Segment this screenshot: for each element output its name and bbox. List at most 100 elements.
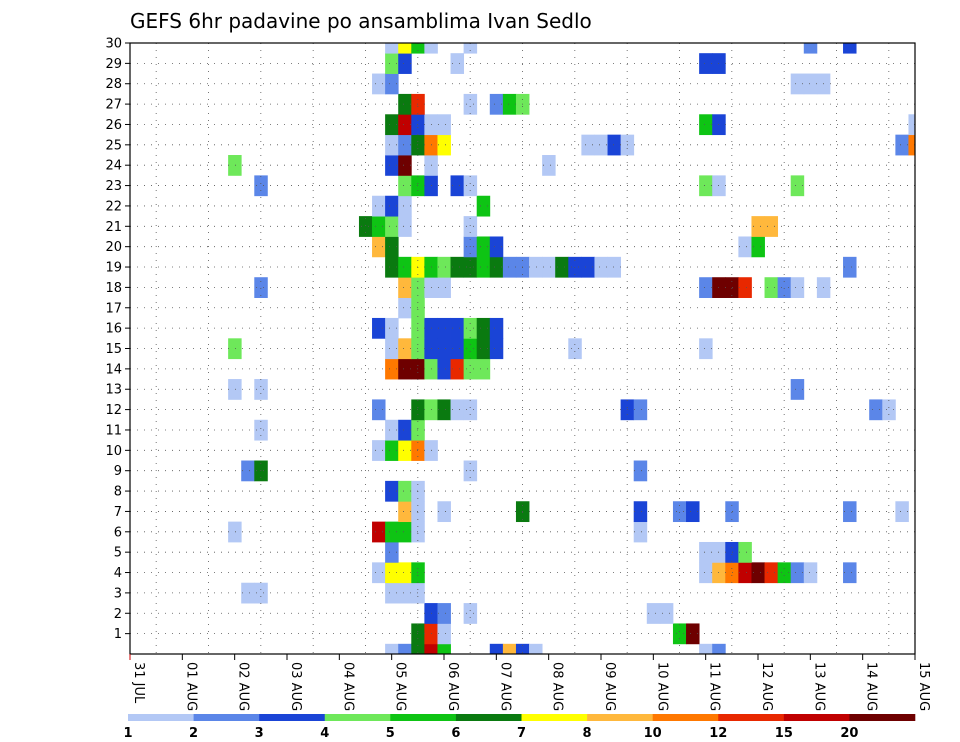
heatmap-cell — [450, 399, 465, 421]
heatmap-cell — [385, 317, 399, 339]
y-tick-label: 9 — [114, 464, 122, 479]
heatmap-cell — [398, 155, 412, 176]
heatmap-cell — [372, 317, 386, 339]
heatmap-cell — [411, 643, 425, 655]
heatmap-cell — [672, 501, 687, 523]
x-tick-label: 13 AUG — [811, 662, 826, 711]
heatmap-cell — [659, 603, 674, 624]
heatmap-cell — [895, 134, 909, 156]
heatmap-cell — [228, 338, 242, 360]
heatmap-cell — [437, 358, 451, 380]
heatmap-cell — [738, 562, 752, 584]
heatmap-cell — [437, 317, 451, 339]
y-tick-label: 3 — [114, 586, 122, 601]
heatmap-cells — [228, 43, 916, 655]
y-tick-label: 27 — [105, 98, 122, 113]
legend-swatch — [521, 714, 588, 721]
y-tick-label: 5 — [114, 546, 122, 561]
heatmap-cell — [646, 603, 661, 624]
heatmap-cell — [515, 643, 530, 655]
heatmap-cell — [529, 256, 543, 278]
heatmap-cell — [463, 338, 478, 360]
x-tick-label: 09 AUG — [602, 662, 617, 711]
y-tick-label: 26 — [105, 118, 122, 133]
y-tick-label: 11 — [105, 423, 122, 438]
heatmap-cell — [398, 582, 412, 604]
x-tick-label: 01 AUG — [183, 662, 198, 711]
heatmap-cell — [398, 643, 412, 655]
heatmap-cell — [476, 195, 491, 217]
heatmap-cell — [437, 399, 451, 421]
x-tick-label: 11 AUG — [707, 662, 722, 711]
legend-label: 6 — [451, 726, 460, 741]
heatmap-cell — [895, 501, 909, 523]
heatmap-cell — [502, 93, 517, 115]
legend-swatch — [587, 714, 653, 721]
heatmap-cell — [463, 93, 478, 115]
heatmap-cell — [411, 277, 425, 298]
heatmap-cell — [594, 256, 608, 278]
y-tick-label: 25 — [105, 138, 122, 153]
heatmap-cell — [385, 440, 399, 461]
legend-swatch — [718, 714, 785, 721]
heatmap-cell — [633, 521, 648, 543]
x-axis: 31 JUL 01 AUG 02 AUG 03 AUG 04 AUG 05 AUG 06 A… — [129, 654, 931, 711]
heatmap-cell — [555, 256, 569, 278]
y-tick-label: 18 — [105, 281, 122, 296]
heatmap-cell — [411, 175, 425, 197]
heatmap-cell — [699, 114, 713, 136]
heatmap-cell — [869, 399, 883, 421]
y-tick-label: 13 — [105, 383, 122, 398]
heatmap-cell — [803, 562, 818, 584]
heatmap-cell — [411, 43, 425, 54]
y-tick-label: 7 — [114, 505, 122, 520]
heatmap-cell — [385, 643, 399, 655]
heatmap-cell — [463, 603, 478, 624]
heatmap-cell — [476, 256, 491, 278]
heatmap-cell — [411, 440, 425, 461]
legend-label: 20 — [840, 726, 858, 741]
heatmap-cell — [450, 53, 465, 74]
x-tick-label: 02 AUG — [236, 662, 251, 711]
heatmap-cell — [385, 53, 399, 74]
heatmap-cell — [437, 114, 451, 136]
heatmap-cell — [803, 73, 818, 95]
heatmap-cell — [254, 379, 268, 400]
x-tick-label: 05 AUG — [393, 662, 408, 711]
x-tick-label: 07 AUG — [497, 662, 512, 711]
heatmap-cell — [411, 93, 425, 115]
heatmap-cell — [411, 317, 425, 339]
x-tick-label: 10 AUG — [654, 662, 669, 711]
heatmap-cell — [764, 216, 779, 237]
heatmap-cell — [228, 521, 242, 543]
heatmap-cell — [398, 338, 412, 360]
heatmap-cell — [372, 73, 386, 95]
heatmap-cell — [489, 317, 504, 339]
heatmap-cell — [463, 216, 478, 237]
heatmap-cell — [751, 216, 765, 237]
legend-swatch — [390, 714, 457, 721]
heatmap-cell — [398, 114, 412, 136]
heatmap-cell — [411, 399, 425, 421]
y-tick-label: 12 — [105, 403, 122, 418]
heatmap-cell — [372, 195, 386, 217]
heatmap-cell — [411, 501, 425, 523]
heatmap-cell — [529, 643, 543, 655]
heatmap-cell — [502, 643, 517, 655]
heatmap-cell — [542, 256, 556, 278]
heatmap-cell — [450, 256, 465, 278]
heatmap-cell — [385, 43, 399, 54]
heatmap-cell — [489, 338, 504, 360]
heatmap-cell — [385, 562, 399, 584]
heatmap-cell — [372, 399, 386, 421]
heatmap-cell — [385, 155, 399, 176]
heatmap-cell — [476, 358, 491, 380]
heatmap-cell — [790, 379, 805, 400]
heatmap-cell — [385, 582, 399, 604]
y-tick-label: 15 — [105, 342, 122, 357]
y-tick-label: 20 — [105, 240, 122, 255]
legend-label: 15 — [775, 726, 793, 741]
heatmap-cell — [385, 114, 399, 136]
y-tick-label: 30 — [105, 37, 122, 52]
heatmap-cell — [699, 175, 713, 197]
